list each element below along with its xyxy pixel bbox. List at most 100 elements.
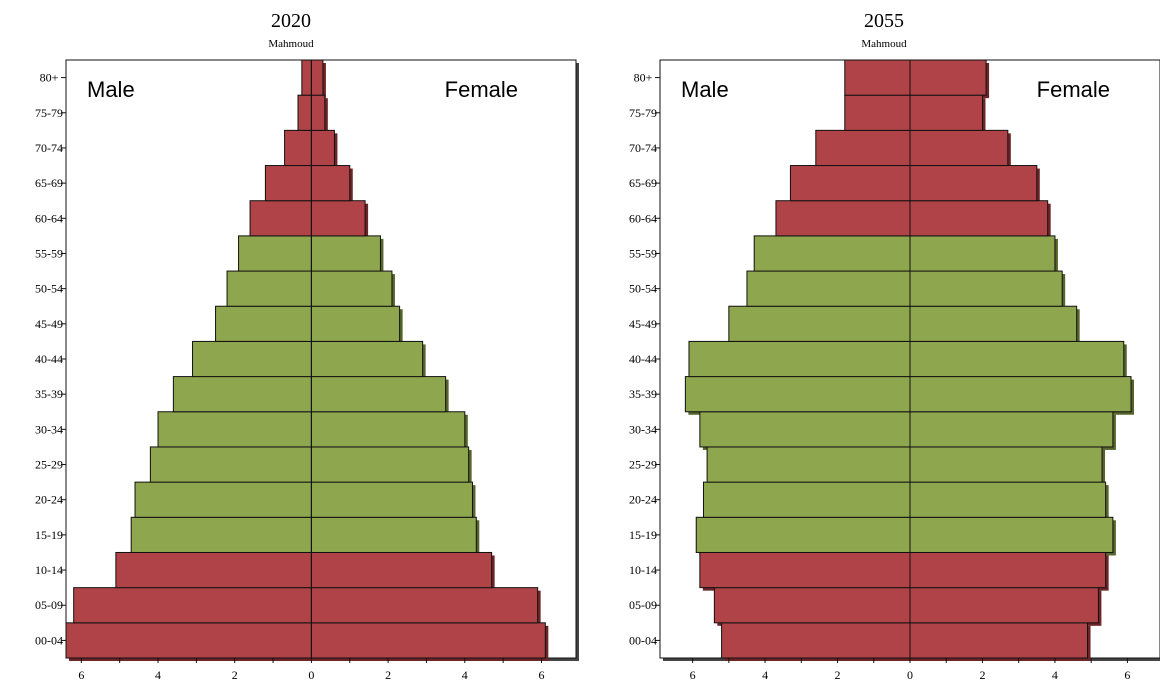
age-label-55-59: 55-59 xyxy=(629,246,657,260)
bar-female-00-04 xyxy=(310,622,546,659)
age-label-75-79: 75-79 xyxy=(35,106,63,120)
bar-female-70-74 xyxy=(909,129,1009,167)
age-label-05-09: 05-09 xyxy=(629,598,657,612)
bar-female-55-59 xyxy=(310,235,381,272)
bar-male-00-04 xyxy=(65,622,312,659)
chart-title: 2055 xyxy=(864,10,904,32)
x-tick-label: 2 xyxy=(232,668,238,682)
bar-female-30-34 xyxy=(310,411,466,448)
age-label-75-79: 75-79 xyxy=(629,106,657,120)
age-label-35-39: 35-39 xyxy=(35,387,63,401)
bar-male-10-14 xyxy=(115,551,312,589)
bar-female-35-39 xyxy=(909,376,1132,413)
bar-male-15-19 xyxy=(130,516,312,553)
x-tick-label: 4 xyxy=(155,668,161,682)
x-tick-label: 2 xyxy=(385,668,391,682)
x-tick-label: 6 xyxy=(690,668,696,682)
bar-male-60-64 xyxy=(775,200,911,237)
bar-male-00-04 xyxy=(721,622,911,659)
bar-female-35-39 xyxy=(310,376,447,413)
bar-female-50-54 xyxy=(909,270,1063,307)
age-label-45-49: 45-49 xyxy=(629,317,657,331)
bar-male-40-44 xyxy=(192,340,312,378)
bar-female-05-09 xyxy=(310,587,539,624)
x-tick-label: 6 xyxy=(1124,668,1130,682)
bar-female-65-69 xyxy=(310,165,351,202)
age-label-70-74: 70-74 xyxy=(629,141,657,155)
bar-female-80+ xyxy=(909,59,987,96)
bar-female-30-34 xyxy=(909,411,1114,448)
age-label-15-19: 15-19 xyxy=(35,528,63,542)
bar-female-20-24 xyxy=(310,481,473,518)
bar-female-25-29 xyxy=(909,446,1103,483)
age-label-25-29: 25-29 xyxy=(35,458,63,472)
bar-male-55-59 xyxy=(753,235,911,272)
chart-subtitle: Mahmoud xyxy=(861,38,907,50)
age-label-05-09: 05-09 xyxy=(35,598,63,612)
age-label-20-24: 20-24 xyxy=(629,493,657,507)
bar-female-75-79 xyxy=(909,94,983,131)
age-label-55-59: 55-59 xyxy=(35,246,63,260)
age-label-20-24: 20-24 xyxy=(35,493,63,507)
age-label-45-49: 45-49 xyxy=(35,317,63,331)
bar-male-45-49 xyxy=(728,305,911,342)
age-label-80+: 80+ xyxy=(40,71,59,85)
bar-male-20-24 xyxy=(134,481,312,518)
bar-male-80+ xyxy=(844,59,911,96)
x-tick-label: 6 xyxy=(538,668,544,682)
female-label: Female xyxy=(1037,77,1110,102)
x-tick-label: 6 xyxy=(78,668,84,682)
bar-male-30-34 xyxy=(699,411,911,448)
bar-male-70-74 xyxy=(284,129,312,167)
bar-male-50-54 xyxy=(746,270,911,307)
bar-male-35-39 xyxy=(172,376,312,413)
bar-male-60-64 xyxy=(249,200,312,237)
age-label-50-54: 50-54 xyxy=(629,282,657,296)
bar-female-60-64 xyxy=(310,200,366,237)
bar-female-45-49 xyxy=(909,305,1078,342)
bar-male-25-29 xyxy=(149,446,312,483)
x-tick-label: 2 xyxy=(979,668,985,682)
bar-female-15-19 xyxy=(909,516,1114,553)
x-tick-label: 2 xyxy=(835,668,841,682)
bar-male-25-29 xyxy=(706,446,911,483)
bar-male-45-49 xyxy=(215,305,312,342)
bar-male-75-79 xyxy=(297,94,312,131)
age-label-10-14: 10-14 xyxy=(629,563,657,577)
bar-female-40-44 xyxy=(310,340,424,378)
bar-male-15-19 xyxy=(695,516,911,553)
age-label-00-04: 00-04 xyxy=(35,633,63,647)
age-label-65-69: 65-69 xyxy=(35,176,63,190)
age-label-35-39: 35-39 xyxy=(629,387,657,401)
bar-female-05-09 xyxy=(909,587,1099,624)
pyramid-panel-2055: 2055 Mahmoud 00-04 05-09 10-14 15-19 20-24 25-2… xyxy=(629,10,1160,682)
x-tick-label: 0 xyxy=(907,668,913,682)
bar-female-20-24 xyxy=(909,481,1107,518)
bar-male-10-14 xyxy=(699,551,911,589)
bar-male-35-39 xyxy=(684,376,911,413)
bar-female-10-14 xyxy=(909,551,1107,589)
x-tick-label: 4 xyxy=(462,668,468,682)
x-tick-label: 0 xyxy=(308,668,314,682)
chart-title: 2020 xyxy=(271,10,311,32)
chart-subtitle: Mahmoud xyxy=(268,38,314,50)
bar-male-65-69 xyxy=(264,165,312,202)
age-label-60-64: 60-64 xyxy=(629,211,657,225)
bar-female-80+ xyxy=(310,59,324,96)
bar-male-05-09 xyxy=(73,587,312,624)
female-label: Female xyxy=(445,77,518,102)
x-tick-label: 4 xyxy=(762,668,768,682)
age-label-25-29: 25-29 xyxy=(629,458,657,472)
bar-female-25-29 xyxy=(310,446,470,483)
age-label-10-14: 10-14 xyxy=(35,563,63,577)
bar-male-70-74 xyxy=(815,129,911,167)
age-label-30-34: 30-34 xyxy=(35,422,63,436)
bar-female-75-79 xyxy=(310,94,326,131)
bar-female-60-64 xyxy=(909,200,1049,237)
bar-female-15-19 xyxy=(310,516,477,553)
age-label-60-64: 60-64 xyxy=(35,211,63,225)
pyramid-panel-2020: 2020 Mahmoud 00-04 05-09 10-14 15-19 20-24 25-2… xyxy=(35,10,579,682)
bar-male-75-79 xyxy=(844,94,911,131)
bar-male-20-24 xyxy=(702,481,911,518)
